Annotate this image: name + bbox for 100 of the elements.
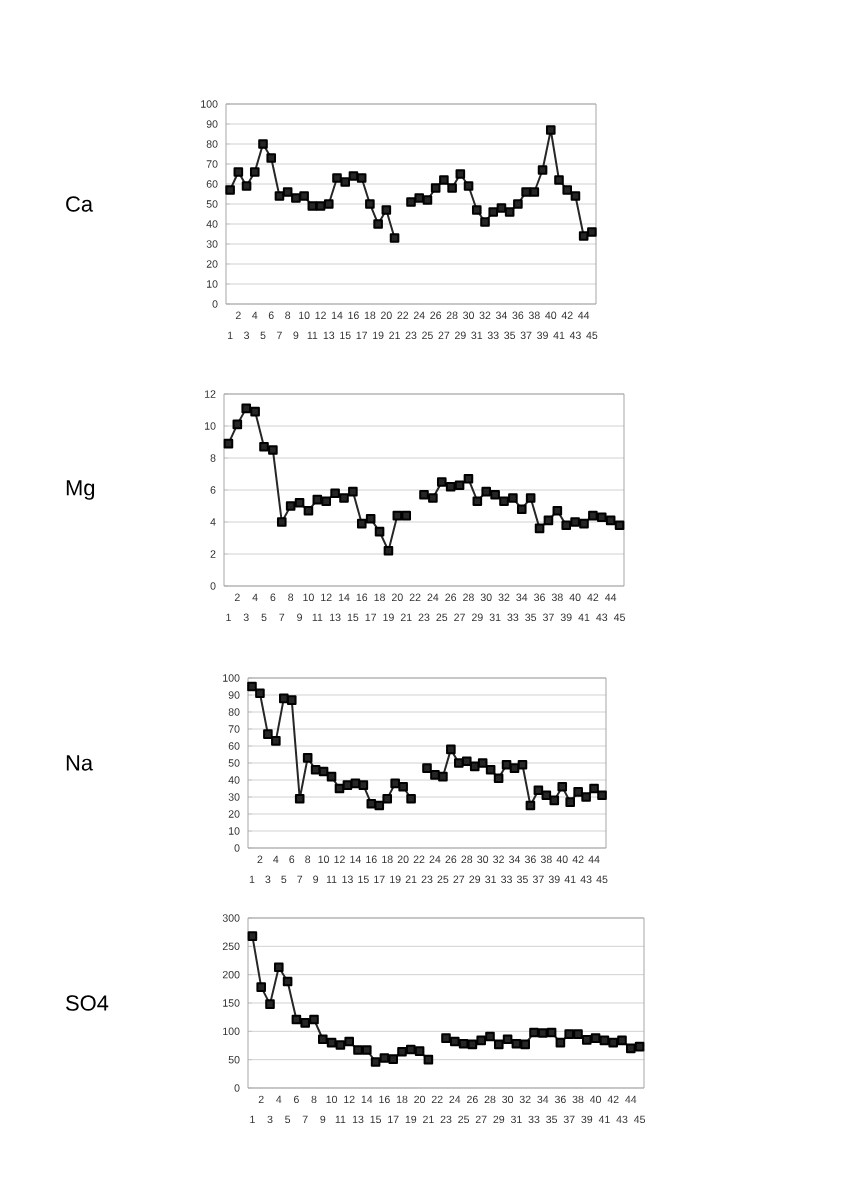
point xyxy=(379,1053,390,1063)
point xyxy=(614,520,625,530)
point xyxy=(579,518,589,529)
point xyxy=(543,515,554,526)
point xyxy=(382,793,393,804)
point xyxy=(340,177,351,187)
point xyxy=(561,520,572,530)
point xyxy=(488,207,499,217)
point xyxy=(268,445,278,455)
y-axis-title: SO4 xyxy=(66,995,109,1011)
point xyxy=(225,185,235,195)
point xyxy=(496,203,507,213)
point xyxy=(476,1035,486,1046)
point xyxy=(520,1039,530,1050)
point xyxy=(370,1057,381,1067)
point xyxy=(294,497,305,508)
point xyxy=(309,1014,319,1025)
point xyxy=(557,781,568,792)
point xyxy=(537,165,548,175)
point xyxy=(241,181,252,191)
point xyxy=(342,780,353,790)
point xyxy=(562,185,573,195)
point xyxy=(480,217,490,227)
point xyxy=(330,488,340,498)
point xyxy=(508,493,518,503)
point xyxy=(374,800,385,811)
point xyxy=(383,545,394,556)
point xyxy=(302,753,313,763)
point xyxy=(525,493,536,503)
point xyxy=(570,517,580,527)
point xyxy=(430,770,440,780)
point xyxy=(303,505,314,516)
point xyxy=(223,438,234,449)
point xyxy=(587,227,597,237)
point xyxy=(472,496,483,506)
point xyxy=(335,1040,346,1050)
point xyxy=(581,792,591,802)
point xyxy=(533,785,544,795)
point xyxy=(406,1044,416,1055)
point xyxy=(332,173,342,183)
point xyxy=(504,207,515,217)
point xyxy=(455,169,466,179)
point xyxy=(388,1054,398,1064)
point xyxy=(414,1046,425,1056)
point xyxy=(348,171,359,181)
point xyxy=(326,771,337,782)
point xyxy=(552,505,563,516)
point xyxy=(423,1054,434,1065)
point xyxy=(373,219,383,229)
point xyxy=(588,510,598,521)
point xyxy=(365,513,376,524)
point xyxy=(358,780,369,790)
point xyxy=(300,1018,310,1028)
point xyxy=(525,800,536,811)
point xyxy=(565,797,575,807)
point xyxy=(414,193,425,203)
point xyxy=(339,493,349,503)
point xyxy=(511,1039,522,1049)
point xyxy=(291,193,301,203)
point xyxy=(596,512,607,522)
point xyxy=(263,729,273,739)
point xyxy=(493,773,504,784)
point xyxy=(365,199,375,209)
y-axis-title: Na xyxy=(66,755,94,771)
point xyxy=(282,976,293,987)
point xyxy=(318,1034,328,1045)
point xyxy=(446,744,456,755)
point xyxy=(597,790,607,801)
point xyxy=(521,187,531,197)
point xyxy=(282,187,293,197)
point xyxy=(353,1045,363,1055)
point xyxy=(266,153,277,163)
point xyxy=(513,199,523,209)
point xyxy=(499,496,509,506)
point xyxy=(374,526,385,537)
point xyxy=(554,175,564,185)
point xyxy=(307,201,318,211)
point xyxy=(430,183,441,193)
point xyxy=(406,793,416,804)
point xyxy=(406,197,416,207)
point xyxy=(608,1037,618,1048)
point xyxy=(617,1035,627,1046)
point xyxy=(397,1046,407,1057)
point xyxy=(348,486,358,497)
point xyxy=(516,504,527,514)
point xyxy=(564,1029,574,1039)
point xyxy=(570,191,581,201)
point xyxy=(356,518,367,529)
point xyxy=(285,501,296,511)
point xyxy=(247,931,258,941)
point xyxy=(299,191,309,201)
y-axis-title: Mg xyxy=(66,480,95,500)
point xyxy=(590,1033,601,1043)
point xyxy=(436,477,447,487)
point xyxy=(265,999,275,1009)
point xyxy=(471,205,482,215)
point xyxy=(546,1027,557,1038)
point xyxy=(356,173,367,183)
point xyxy=(249,167,260,177)
point xyxy=(274,191,285,201)
